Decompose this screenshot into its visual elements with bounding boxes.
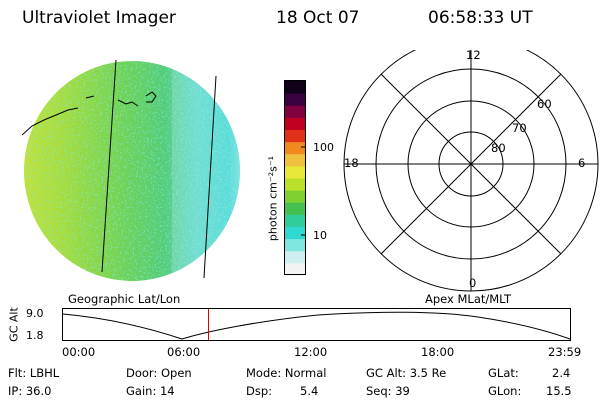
timeline-y-bottom: 1.8 [26,329,44,342]
colorbar-band [285,238,306,252]
colorbar-band [285,250,306,264]
mlt-18-label: 18 [344,156,359,170]
colorbar-band [285,178,306,191]
colorbar-band [285,226,306,240]
filter-info: Flt: LBHL [8,366,60,380]
colorbar-unit-label: photon cm⁻²s⁻¹ [266,155,280,242]
colorbar-tick-10: 10 [313,229,327,242]
glon-label: GLon: [488,384,522,398]
timeline-axis-label: GC Alt [7,307,21,342]
lat-70-label: 70 [512,121,527,135]
time-label: 06:58:33 UT [428,8,533,28]
mlt-0-label: 0 [469,276,477,290]
dsp-label: Dsp: [246,384,273,398]
colorbar-band [285,214,306,227]
glon-value: 15.5 [546,384,572,398]
right-caption: Apex MLat/MLT [425,292,512,306]
timeline-tick-1200: 12:00 [294,345,328,359]
auroral-image [22,59,240,281]
ip-info: IP: 36.0 [8,384,52,398]
timeline-tick-2359: 23:59 [548,345,582,359]
gain-info: Gain: 14 [126,384,175,398]
gc-alt-info: GC Alt: 3.5 Re [366,366,447,380]
colorbar-band [285,165,306,179]
glat-value: 2.4 [552,366,571,380]
colorbar-band [285,153,306,167]
lat-80-label: 80 [491,141,506,155]
lat-60-label: 60 [537,97,552,111]
timeline-tick-1800: 18:00 [421,345,455,359]
colorbar-band [285,93,306,106]
colorbar-band [285,190,306,203]
glat-label: GLat: [488,366,519,380]
polar-grid [343,50,599,292]
timeline-tick-0600: 06:00 [167,345,201,359]
colorbar-band [285,105,306,118]
orbit-timeline [62,308,571,341]
instrument-title: Ultraviolet Imager [22,8,176,28]
date-label: 18 Oct 07 [276,8,360,28]
colorbar-band [285,81,306,94]
colorbar-band [285,262,306,276]
colorbar-band [285,141,306,155]
timeline-y-top: 9.0 [26,307,44,320]
colorbar-band [285,129,306,143]
mode-info: Mode: Normal [246,366,327,380]
colorbar-tick-100: 100 [313,141,334,154]
colorbar-band [285,202,306,215]
timeline-tick-0000: 00:00 [62,345,96,359]
seq-info: Seq: 39 [366,384,410,398]
color-bar [284,80,306,276]
dsp-value: 5.4 [300,384,319,398]
mlt-12-label: 12 [466,48,481,62]
left-caption: Geographic Lat/Lon [68,292,181,306]
colorbar-band [285,117,306,130]
mlt-6-label: 6 [578,156,586,170]
door-info: Door: Open [126,366,192,380]
